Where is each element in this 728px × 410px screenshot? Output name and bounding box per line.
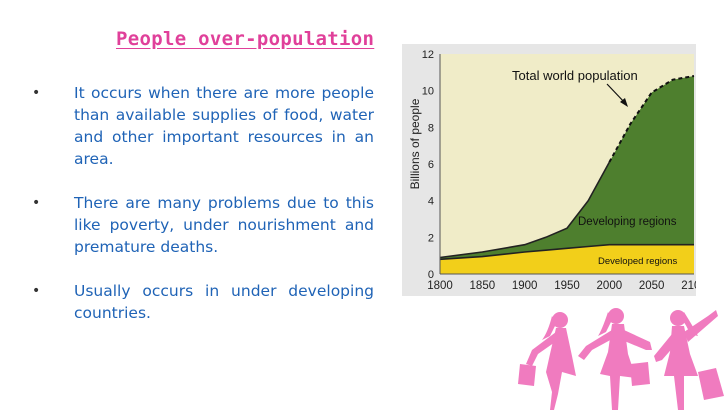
y-tick-label: 4: [428, 196, 434, 208]
y-axis-label: Billions of people: [408, 98, 422, 189]
total-population-projection-line: [608, 75, 695, 163]
population-chart-svg: 0 2 4 6 8 10 12 1800 1850 1900 1950 2000 2050 2100 Bil…: [408, 49, 696, 292]
silhouette-shapes: [518, 308, 724, 410]
y-tick-label: 2: [428, 232, 434, 244]
y-tick-label: 10: [422, 86, 434, 98]
y-tick-label: 6: [428, 159, 434, 171]
x-tick-label: 1900: [512, 280, 538, 292]
x-tick-label: 2100: [681, 280, 696, 292]
x-tick-label: 1850: [470, 280, 496, 292]
bullet-marker: •: [32, 195, 41, 211]
y-tick-label: 0: [428, 269, 434, 281]
bullet-item: • There are many problems due to this li…: [32, 192, 374, 258]
annotation-arrowhead: [620, 98, 628, 107]
annotation-total-world-population: Total world population: [512, 68, 638, 83]
x-tick-label: 2000: [597, 280, 623, 292]
total-population-line: [439, 161, 611, 259]
x-tick-label: 1950: [554, 280, 580, 292]
annotation-developed-regions: Developed regions: [598, 256, 677, 267]
y-tick-label: 8: [428, 122, 434, 134]
annotation-developing-regions: Developing regions: [578, 216, 677, 228]
bullet-marker: •: [32, 85, 41, 101]
bullet-item: • Usually occurs in under developing cou…: [32, 280, 374, 324]
developing-regions-area: [440, 76, 694, 260]
developed-regions-area: [440, 244, 694, 274]
bullet-text: There are many problems due to this like…: [74, 194, 374, 256]
bullet-text: Usually occurs in under developing count…: [74, 282, 374, 322]
y-tick-label: 12: [422, 49, 434, 61]
slide-title: People over-population: [116, 28, 375, 50]
x-tick-label: 1800: [427, 280, 453, 292]
bullet-item: • It occurs when there are more people t…: [32, 82, 374, 170]
population-chart: 0 2 4 6 8 10 12 1800 1850 1900 1950 2000 2050 2100 Bil…: [402, 44, 696, 296]
developed-regions-line: [439, 243, 694, 261]
x-tick-label: 2050: [639, 280, 665, 292]
bullet-text: It occurs when there are more people tha…: [74, 84, 374, 168]
dancing-women-silhouette: [518, 308, 724, 410]
bullet-marker: •: [32, 283, 41, 299]
bullet-list: • It occurs when there are more people t…: [32, 82, 374, 346]
